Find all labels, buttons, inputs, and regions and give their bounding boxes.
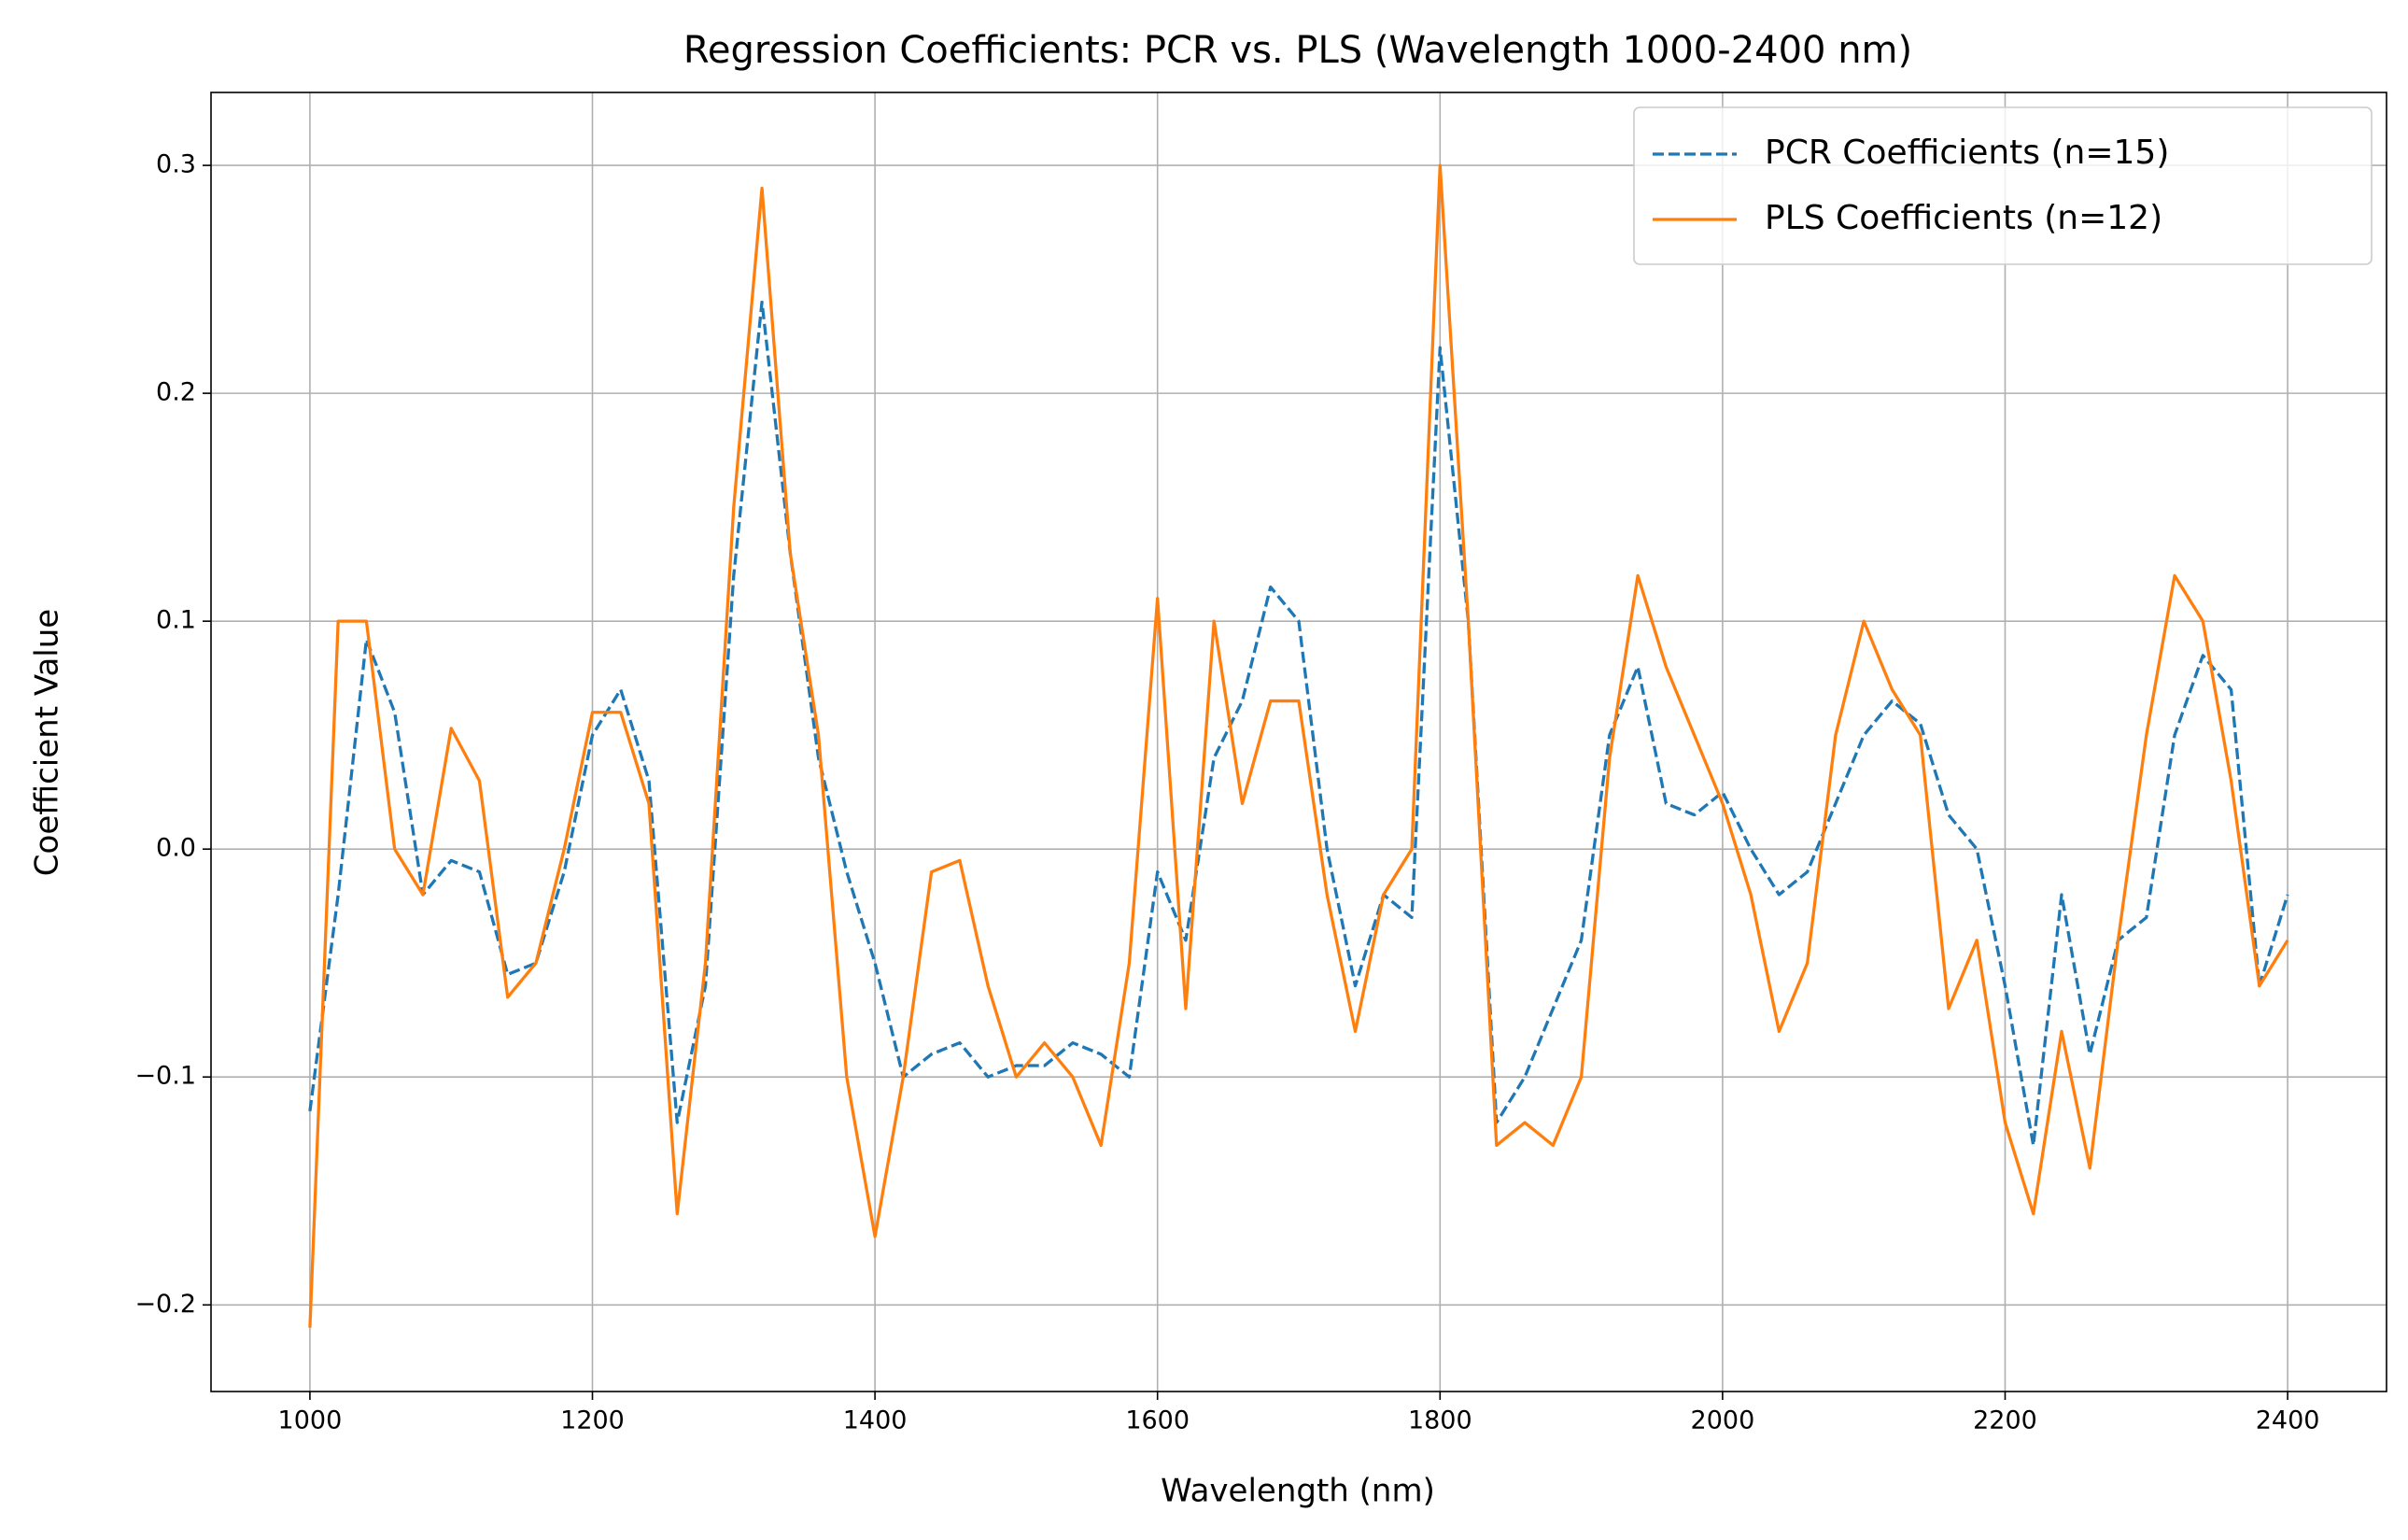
legend-label: PLS Coefficients (n=12): [1765, 199, 2162, 237]
y-tick-label: −0.1: [134, 1062, 196, 1091]
x-tick-label: 2200: [1973, 1406, 2037, 1435]
chart-title: Regression Coefficients: PCR vs. PLS (Wa…: [683, 29, 1912, 72]
y-tick-label: 0.1: [156, 606, 196, 635]
y-tick-label: 0.2: [156, 378, 196, 407]
data-line: [308, 163, 2289, 1328]
plot-frame: [210, 92, 2387, 1392]
legend-box: [1633, 106, 2373, 265]
x-tick-label: 2000: [1691, 1406, 1755, 1435]
y-axis-label: Coefficient Value: [29, 609, 66, 876]
x-tick-label: 1600: [1125, 1406, 1190, 1435]
y-tick-label: −0.2: [134, 1290, 196, 1319]
x-axis-label: Wavelength (nm): [1161, 1473, 1435, 1510]
legend-label: PCR Coefficients (n=15): [1765, 134, 2169, 172]
x-tick-label: 1000: [278, 1406, 343, 1435]
x-tick-label: 1800: [1408, 1406, 1472, 1435]
x-tick-label: 1200: [560, 1406, 625, 1435]
y-tick-label: 0.3: [156, 150, 196, 179]
x-tick-label: 2400: [2256, 1406, 2320, 1435]
data-line: [308, 300, 2289, 1148]
y-tick-label: 0.0: [156, 834, 196, 863]
x-tick-label: 1400: [843, 1406, 908, 1435]
